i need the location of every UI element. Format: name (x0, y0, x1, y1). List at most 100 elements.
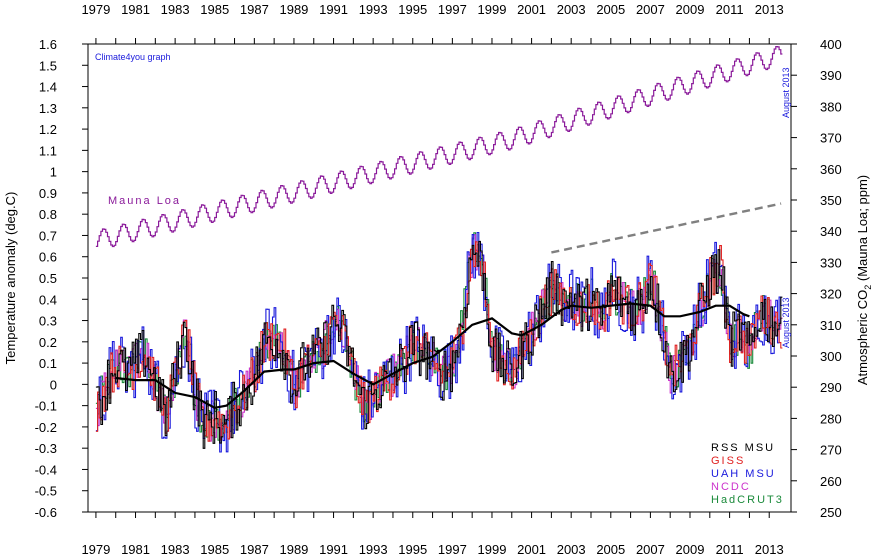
left-tick-label: 0.2 (39, 335, 57, 350)
right-tick-label: 300 (820, 349, 842, 364)
left-tick-label: -0.5 (35, 484, 57, 499)
bottom-year-label: 1995 (398, 542, 427, 557)
left-tick-label: 1.2 (39, 122, 57, 137)
temperature-line (95, 234, 783, 442)
left-tick-label: 1.1 (39, 143, 57, 158)
right-tick-label: 320 (820, 287, 842, 302)
left-tick-label: 0.1 (39, 356, 57, 371)
top-year-label: 2013 (755, 2, 784, 17)
right-tick-label: 370 (820, 131, 842, 146)
bottom-year-label: 1983 (161, 542, 190, 557)
left-tick-label: 1.6 (39, 37, 57, 52)
top-year-label: 2011 (716, 2, 744, 17)
temperature-line (95, 231, 783, 453)
bottom-year-label: 2001 (517, 542, 546, 557)
left-tick-label: 0.8 (39, 207, 57, 222)
trend-dashed-series (551, 202, 782, 254)
right-tick-label: 290 (820, 380, 842, 395)
left-tick-label: 1 (50, 165, 57, 180)
top-year-label: 1985 (200, 2, 229, 17)
right-tick-label: 250 (820, 505, 842, 520)
temperature-series (95, 231, 783, 453)
left-tick-label: 1.3 (39, 101, 57, 116)
legend-entry: HadCRUT3 (711, 494, 784, 506)
tick-marks (82, 38, 797, 518)
top-year-label: 1999 (478, 2, 507, 17)
top-year-label: 2003 (557, 2, 586, 17)
top-year-label: 1997 (438, 2, 467, 17)
running-mean-series (115, 302, 750, 409)
top-year-label: 1981 (121, 2, 150, 17)
right-axis-title-rest: (Mauna Loa; ppm) (855, 175, 870, 285)
left-tick-label: 0 (50, 377, 57, 392)
top-year-label: 1995 (398, 2, 427, 17)
legend-entry: NCDC (711, 481, 751, 493)
top-year-label: 1983 (161, 2, 190, 17)
left-tick-label: 0.5 (39, 271, 57, 286)
left-tick-label: 1.4 (39, 80, 57, 95)
right-tick-label: 330 (820, 255, 842, 270)
right-tick-label: 350 (820, 193, 842, 208)
bottom-year-label: 1987 (240, 542, 269, 557)
left-tick-label: -0.2 (35, 420, 57, 435)
left-axis-title: Temperature anomaly (deg.C) (3, 192, 18, 365)
right-tick-label: 360 (820, 162, 842, 177)
bottom-year-label: 2009 (676, 542, 705, 557)
top-year-label: 1991 (319, 2, 348, 17)
dashed-trend-line (551, 202, 782, 254)
left-tick-label: -0.4 (35, 462, 57, 477)
temperature-line (95, 232, 783, 441)
left-tick-label: 0.9 (39, 186, 57, 201)
right-tick-label: 280 (820, 411, 842, 426)
chart-credit: Climate4you graph (95, 52, 171, 62)
bottom-year-label: 1993 (359, 542, 388, 557)
temperature-line (95, 241, 783, 442)
bottom-year-label: 1985 (200, 542, 229, 557)
left-tick-label: 0.6 (39, 250, 57, 265)
top-year-label: 1979 (81, 2, 110, 17)
mauna-loa-label: Mauna Loa (108, 195, 181, 207)
right-tick-label: 390 (820, 68, 842, 83)
left-tick-label: 0.7 (39, 228, 57, 243)
legend-entry: RSS MSU (711, 442, 775, 454)
bottom-year-label: 2005 (596, 542, 625, 557)
top-year-tick-labels: 1979 1981 1983 1985 1987 1989 1991 1993 1995 1997… (81, 2, 783, 17)
left-tick-label: 0.3 (39, 314, 57, 329)
left-tick-label: 1.5 (39, 58, 57, 73)
right-tick-label: 380 (820, 99, 842, 114)
top-year-label: 1989 (279, 2, 308, 17)
bottom-year-label: 2011 (716, 542, 744, 557)
left-tick-label: -0.1 (35, 399, 57, 414)
bottom-year-label: 1991 (319, 542, 348, 557)
co2-series (95, 46, 783, 248)
right-tick-label: 310 (820, 318, 842, 333)
left-axis-tick-labels: 1.6 1.5 1.4 1.3 1.2 1.1 1 0.9 0.8 0.7 0.6 0.5 0.4 0.3… (35, 37, 57, 520)
bottom-year-label: 2003 (557, 542, 586, 557)
co2-end-label: August 2013 (781, 67, 791, 118)
left-tick-label: -0.3 (35, 441, 57, 456)
bottom-year-label: 1979 (81, 542, 110, 557)
top-year-label: 2009 (676, 2, 705, 17)
top-year-label: 1993 (359, 2, 388, 17)
top-year-label: 2007 (636, 2, 665, 17)
bottom-year-label: 1997 (438, 542, 467, 557)
plot-frame (87, 43, 792, 513)
bottom-year-label: 2013 (755, 542, 784, 557)
running-mean-line (115, 302, 750, 409)
left-tick-label: 0.4 (39, 292, 57, 307)
right-axis-title-sub: 2 (863, 285, 873, 290)
legend-entry: UAH MSU (711, 468, 776, 480)
top-year-label: 2001 (517, 2, 546, 17)
temperature-line (95, 240, 783, 449)
right-tick-label: 340 (820, 224, 842, 239)
bottom-year-label: 1981 (121, 542, 150, 557)
left-tick-label: -0.6 (35, 505, 57, 520)
bottom-year-label: 2007 (636, 542, 665, 557)
bottom-year-tick-labels: 1979 1981 1983 1985 1987 1989 1991 1993 1995 1997… (81, 542, 783, 557)
bottom-year-label: 1999 (478, 542, 507, 557)
co2-line (95, 46, 783, 248)
top-year-label: 2005 (596, 2, 625, 17)
top-year-label: 1987 (240, 2, 269, 17)
